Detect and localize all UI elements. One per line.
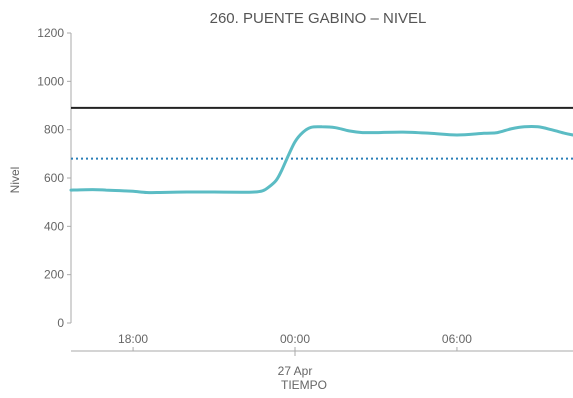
y-tick-label: 800 xyxy=(44,123,64,137)
x-tick-label: 06:00 xyxy=(442,332,472,346)
y-tick-label: 0 xyxy=(57,316,64,330)
y-tick-label: 400 xyxy=(44,219,64,233)
y-tick-label: 1000 xyxy=(37,74,64,88)
x-axis-ticks: 18:00 00:00 06:00 xyxy=(118,332,472,356)
x-axis-title: TIEMPO xyxy=(281,378,327,392)
series-group xyxy=(69,124,573,195)
x-axis-date-label: 27 Apr xyxy=(278,364,313,378)
y-tick-label: 600 xyxy=(44,171,64,185)
chart-title: 260. PUENTE GABINO – NIVEL xyxy=(210,10,427,27)
y-axis-ticks: 0 200 400 600 800 1000 1200 xyxy=(37,26,71,330)
y-axis-title: Nivel xyxy=(8,167,22,194)
y-tick-label: 1200 xyxy=(37,26,64,40)
x-tick-label: 18:00 xyxy=(118,332,148,346)
x-tick-label: 00:00 xyxy=(280,332,310,346)
reference-lines xyxy=(71,106,573,160)
y-tick-label: 200 xyxy=(44,268,64,282)
series-line xyxy=(69,124,573,195)
